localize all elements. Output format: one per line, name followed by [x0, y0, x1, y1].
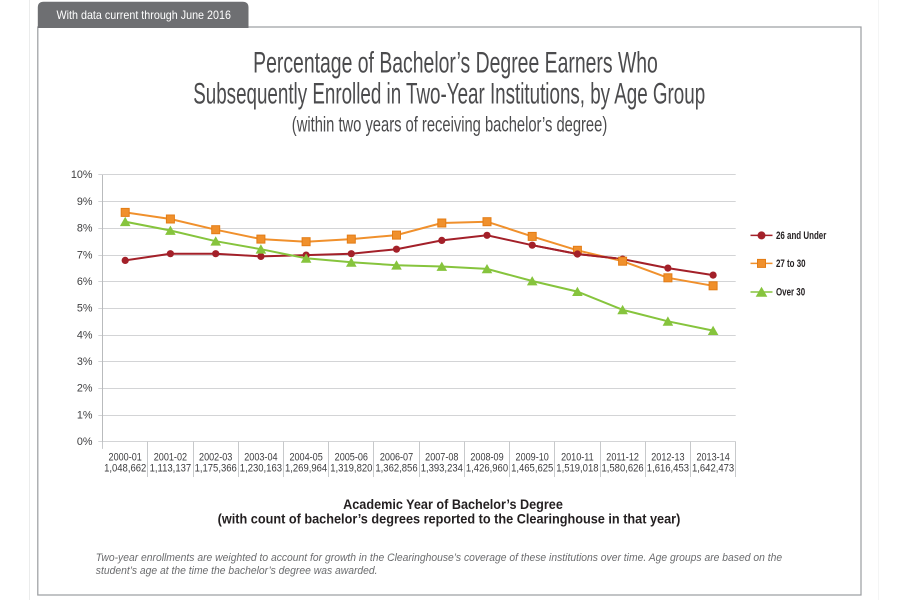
- svg-text:26 and Under: 26 and Under: [776, 230, 827, 241]
- svg-text:2004-05: 2004-05: [289, 452, 323, 464]
- svg-text:1,113,137: 1,113,137: [150, 463, 192, 475]
- svg-text:(within two years of receiving: (within two years of receiving bachelor’…: [292, 113, 607, 136]
- svg-text:1,362,856: 1,362,856: [375, 463, 418, 475]
- svg-text:2000-01: 2000-01: [109, 452, 143, 464]
- svg-text:2007-08: 2007-08: [425, 452, 459, 464]
- svg-text:6%: 6%: [77, 276, 93, 288]
- svg-text:1,230,163: 1,230,163: [240, 463, 283, 475]
- svg-text:7%: 7%: [77, 249, 93, 261]
- svg-text:Over 30: Over 30: [776, 286, 805, 297]
- svg-text:1,616,453: 1,616,453: [647, 463, 690, 475]
- svg-text:2005-06: 2005-06: [335, 452, 369, 464]
- svg-text:1,426,960: 1,426,960: [466, 463, 509, 475]
- svg-text:Two-year enrollments are weigh: Two-year enrollments are weighted to acc…: [96, 552, 782, 565]
- svg-text:5%: 5%: [77, 303, 93, 315]
- svg-text:8%: 8%: [77, 223, 93, 235]
- svg-text:2011-12: 2011-12: [606, 452, 639, 464]
- svg-text:2006-07: 2006-07: [380, 452, 414, 464]
- svg-text:Percentage of Bachelor’s Degre: Percentage of Bachelor’s Degree Earners …: [253, 47, 658, 80]
- svg-text:2001-02: 2001-02: [154, 452, 188, 464]
- svg-text:2012-13: 2012-13: [651, 452, 685, 464]
- svg-text:0%: 0%: [77, 436, 93, 448]
- svg-text:With data current through June: With data current through June 2016: [57, 10, 231, 22]
- svg-text:2008-09: 2008-09: [470, 452, 504, 464]
- svg-text:(with count of bachelor’s degr: (with count of bachelor’s degrees report…: [218, 511, 681, 526]
- svg-text:Academic Year of Bachelor’s De: Academic Year of Bachelor’s Degree: [343, 497, 563, 512]
- svg-text:1,393,234: 1,393,234: [421, 463, 464, 475]
- svg-text:1,319,820: 1,319,820: [330, 463, 373, 475]
- svg-text:1,175,366: 1,175,366: [195, 463, 238, 475]
- svg-text:2003-04: 2003-04: [244, 452, 278, 464]
- svg-text:1%: 1%: [77, 409, 93, 421]
- svg-text:2002-03: 2002-03: [199, 452, 233, 464]
- svg-text:9%: 9%: [77, 196, 93, 208]
- svg-text:1,519,018: 1,519,018: [556, 463, 599, 475]
- svg-text:2010-11: 2010-11: [561, 452, 594, 464]
- svg-text:2013-14: 2013-14: [696, 452, 730, 464]
- svg-text:3%: 3%: [77, 356, 93, 368]
- svg-text:Subsequently Enrolled in Two-Y: Subsequently Enrolled in Two-Year Instit…: [193, 77, 705, 111]
- svg-text:4%: 4%: [77, 329, 93, 341]
- svg-text:student’s age at the time the: student’s age at the time the bachelor’s…: [96, 564, 378, 577]
- svg-text:2%: 2%: [77, 383, 93, 395]
- svg-text:1,642,473: 1,642,473: [692, 463, 735, 475]
- svg-text:10%: 10%: [71, 169, 93, 181]
- svg-text:1,465,625: 1,465,625: [511, 463, 554, 475]
- svg-text:27 to 30: 27 to 30: [776, 258, 806, 269]
- svg-text:1,580,626: 1,580,626: [601, 463, 644, 475]
- svg-text:1,269,964: 1,269,964: [285, 463, 328, 475]
- svg-text:1,048,662: 1,048,662: [104, 463, 147, 475]
- svg-text:2009-10: 2009-10: [516, 452, 550, 464]
